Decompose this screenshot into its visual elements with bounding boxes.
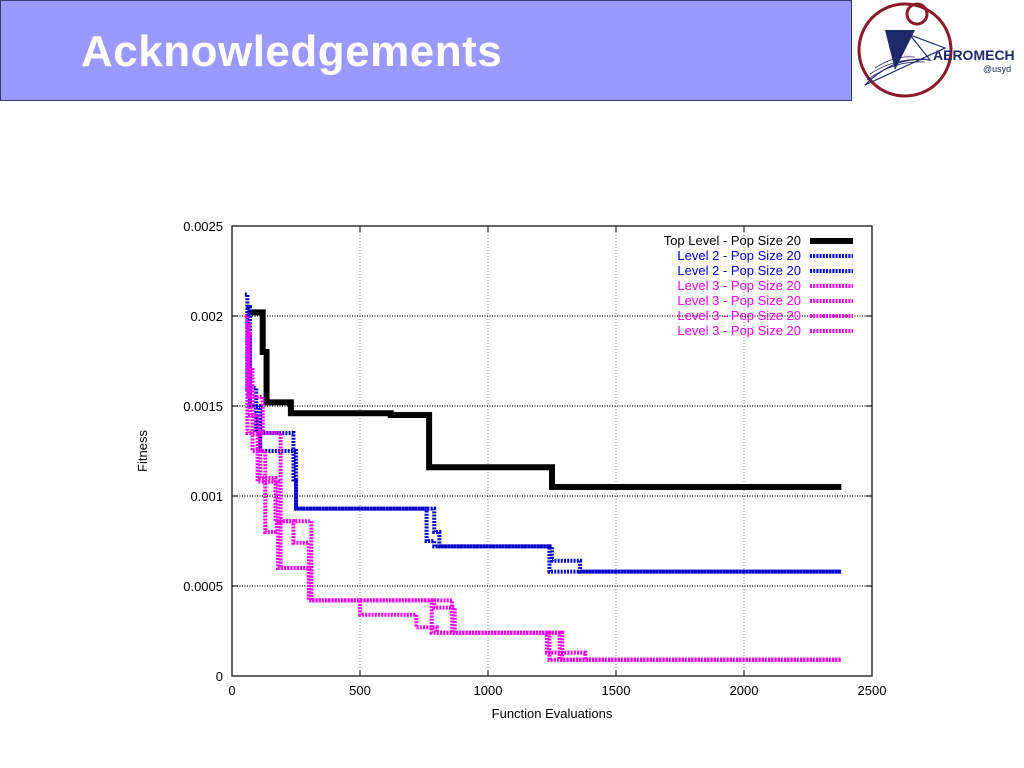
x-axis-label: Function Evaluations bbox=[492, 706, 613, 721]
x-tick-label: 2000 bbox=[730, 683, 759, 698]
x-tick-label: 1500 bbox=[602, 683, 631, 698]
x-tick-label: 1000 bbox=[474, 683, 503, 698]
y-tick-label: 0.0025 bbox=[183, 219, 223, 234]
aeromech-logo: AEROMECH @usyd bbox=[855, 0, 1024, 101]
y-axis-label: Fitness bbox=[135, 430, 150, 472]
y-tick-label: 0.0005 bbox=[183, 579, 223, 594]
logo-text-sub: @usyd bbox=[983, 64, 1011, 74]
legend-label-2: Level 2 - Pop Size 20 bbox=[677, 263, 801, 278]
series-line-3 bbox=[244, 314, 842, 662]
series-line-2 bbox=[246, 305, 842, 574]
plot-frame bbox=[231, 225, 873, 677]
logo-ring bbox=[857, 2, 953, 98]
x-tick-label: 0 bbox=[228, 683, 235, 698]
logo-small-ring bbox=[905, 2, 929, 26]
legend-label-6: Level 3 - Pop Size 20 bbox=[677, 323, 801, 338]
aeromech-logo-graphic: AEROMECH @usyd bbox=[857, 2, 1015, 98]
series-line-4 bbox=[246, 332, 842, 662]
legend-label-4: Level 3 - Pop Size 20 bbox=[677, 293, 801, 308]
series-line-0 bbox=[247, 309, 842, 490]
legend-label-5: Level 3 - Pop Size 20 bbox=[677, 308, 801, 323]
logo-text-main: AEROMECH bbox=[933, 47, 1015, 63]
slide-title: Acknowledgements bbox=[81, 27, 503, 76]
y-tick-label: 0 bbox=[216, 669, 223, 684]
series-line-6 bbox=[245, 323, 842, 662]
y-tick-label: 0.002 bbox=[190, 309, 223, 324]
title-bar: Acknowledgements bbox=[0, 0, 852, 101]
legend-label-0: Top Level - Pop Size 20 bbox=[664, 233, 801, 248]
legend-label-3: Level 3 - Pop Size 20 bbox=[677, 278, 801, 293]
x-tick-label: 500 bbox=[349, 683, 371, 698]
logo-wing-icon bbox=[885, 30, 915, 70]
legend-label-1: Level 2 - Pop Size 20 bbox=[677, 248, 801, 263]
y-tick-label: 0.001 bbox=[190, 489, 223, 504]
y-tick-label: 0.0015 bbox=[183, 399, 223, 414]
x-tick-label: 2500 bbox=[858, 683, 887, 698]
